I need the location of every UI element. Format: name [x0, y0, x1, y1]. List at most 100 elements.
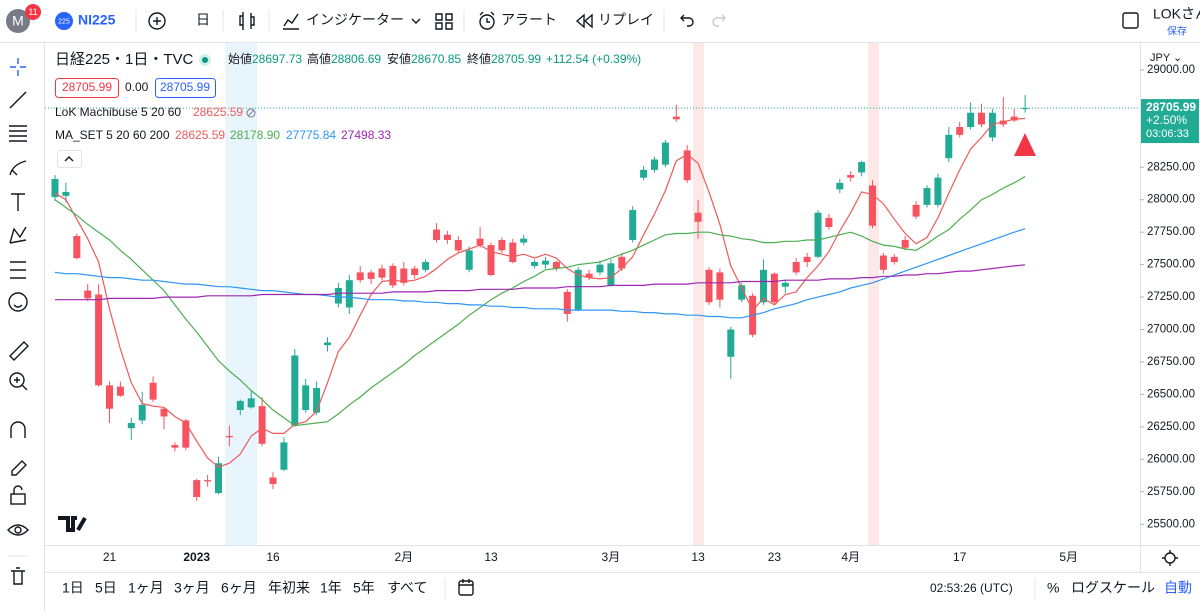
clock[interactable]: 02:53:26 (UTC): [930, 581, 1013, 595]
indicator-value: 28625.59: [175, 128, 225, 142]
toolbar-bg: [0, 0, 1200, 42]
y-tick-label: 27750.00: [1147, 226, 1195, 238]
chart-title: 日経225・1日・TVC: [55, 51, 194, 68]
high-label: 高値: [307, 51, 331, 66]
candle-body: [389, 265, 397, 286]
auto-toggle[interactable]: 自動: [1164, 580, 1192, 596]
replay[interactable]: リプレイ: [598, 12, 654, 28]
range-button[interactable]: 1日: [62, 580, 84, 596]
buy: 28705.99: [160, 80, 210, 94]
ruler-tool[interactable]: [9, 341, 29, 361]
candle-body: [858, 162, 866, 173]
text-tool[interactable]: [11, 193, 25, 211]
range-button[interactable]: 1年: [320, 580, 342, 596]
high-value: 28806.69: [331, 52, 381, 66]
hide-tool[interactable]: [7, 524, 29, 536]
close-label: 終値: [467, 51, 491, 66]
range-button[interactable]: 年初来: [268, 580, 310, 596]
line-tool[interactable]: [9, 91, 27, 109]
range-button[interactable]: 6ヶ月: [221, 580, 257, 596]
candle-body: [454, 239, 462, 251]
range-button[interactable]: 3ヶ月: [174, 580, 210, 596]
candle-body: [324, 342, 331, 346]
left-toolbar: [7, 43, 45, 611]
indicators[interactable]: インジケーター: [306, 12, 404, 28]
y-tick-label: 29000.00: [1147, 64, 1195, 76]
settings-gear[interactable]: [1164, 552, 1176, 564]
buy-box[interactable]: [155, 78, 216, 98]
price-tag-countdown: 03:06:33: [1146, 128, 1189, 140]
undo[interactable]: [680, 14, 694, 27]
y-tick-label: 26000.00: [1147, 453, 1195, 465]
candle-body: [672, 116, 680, 120]
gear-teeth: [1162, 550, 1178, 566]
zoom-tool[interactable]: [9, 372, 25, 388]
ma-line: [54, 175, 1026, 427]
user[interactable]: LOKさん: [1153, 6, 1200, 22]
x-tick-label: 2月: [394, 550, 413, 564]
candle-body: [923, 188, 931, 205]
zoom-plus: [14, 377, 28, 391]
candle-body: [629, 210, 637, 240]
alert-icon[interactable]: [479, 14, 495, 30]
symbol[interactable]: NI225: [78, 12, 116, 28]
layout-icon[interactable]: [435, 13, 453, 30]
indicator-name: MA_SET 5 20 60 200: [55, 128, 170, 142]
dropdown[interactable]: [411, 18, 421, 24]
interval[interactable]: 日: [196, 12, 210, 28]
crosshair-tool[interactable]: [10, 58, 26, 76]
emoji-tool[interactable]: [8, 292, 28, 312]
signal-triangle: [1014, 133, 1036, 156]
currency[interactable]: JPY ⌄: [1150, 52, 1182, 64]
candle-body: [945, 134, 953, 159]
stay-drawing-tool[interactable]: [11, 460, 27, 476]
delete-tool[interactable]: [11, 567, 25, 585]
candle-body: [225, 435, 233, 438]
date-range-icon[interactable]: [458, 580, 474, 596]
layout-square[interactable]: [1122, 12, 1139, 29]
range-button[interactable]: 1ヶ月: [128, 580, 164, 596]
alerts[interactable]: アラート: [501, 12, 557, 28]
range-button[interactable]: 5日: [95, 580, 117, 596]
lock-tool[interactable]: [10, 493, 26, 505]
candle-body: [585, 273, 593, 278]
chart-type-icon[interactable]: [239, 12, 255, 30]
candle-body: [520, 238, 528, 243]
candle-body: [345, 280, 353, 308]
candle-body: [258, 406, 266, 444]
candle-body: [182, 420, 190, 448]
y-tick-label: 28250.00: [1147, 161, 1195, 173]
candle-body: [400, 268, 408, 283]
fib-tool[interactable]: [9, 125, 27, 142]
candle-body: [127, 422, 135, 429]
avatar[interactable]: [6, 9, 30, 33]
bottom-bar: 02:53:26 (UTC) % ログスケール 自動 1日 5日 1ヶ月 3ヶ月 6ヶ月…: [62, 578, 1192, 600]
candle-body: [302, 385, 310, 411]
range-button[interactable]: 5年: [353, 580, 375, 596]
x-tick-label: 16: [266, 550, 280, 564]
replay-icon[interactable]: [575, 13, 593, 29]
pattern-tool[interactable]: [9, 226, 27, 244]
hidden-icon[interactable]: [246, 108, 256, 118]
percent-toggle[interactable]: %: [1047, 580, 1059, 596]
candle-body: [825, 217, 833, 227]
indicator-icon[interactable]: [283, 13, 299, 30]
range-button[interactable]: すべて: [387, 580, 427, 596]
prediction-tool[interactable]: [10, 261, 26, 279]
candle-body: [781, 282, 789, 287]
candle-body: [313, 387, 321, 413]
magnet-tool[interactable]: [10, 421, 26, 438]
change: +112.54 (+0.39%): [546, 52, 641, 66]
redo[interactable]: [712, 14, 726, 27]
save[interactable]: 保存: [1167, 25, 1187, 38]
plot: 29000.00 28250.00 28000.00 27750.00 27500.00…: [45, 64, 1199, 564]
add-symbol-icon[interactable]: [148, 12, 166, 30]
y-tick-label: 26500.00: [1147, 388, 1195, 400]
log-toggle[interactable]: ログスケール: [1071, 580, 1155, 596]
brush-tool[interactable]: [9, 160, 27, 176]
y-tick-label: 27250.00: [1147, 291, 1195, 303]
sell-box[interactable]: [55, 78, 119, 98]
collapse-button[interactable]: [57, 150, 82, 168]
candle-body: [640, 169, 648, 178]
